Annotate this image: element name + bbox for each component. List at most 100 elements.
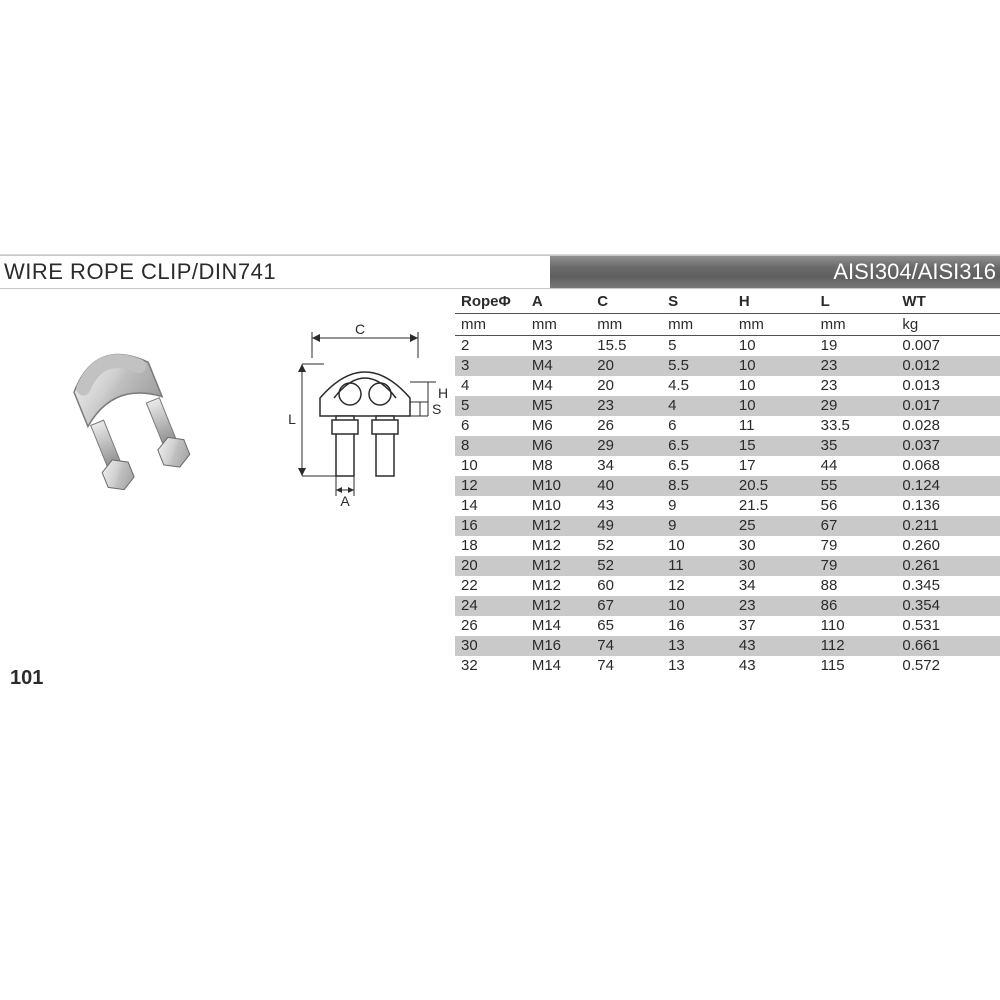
table-cell: 0.345 <box>896 576 1000 596</box>
table-row: 3M4205.510230.012 <box>455 356 1000 376</box>
unit-c: mm <box>591 313 662 335</box>
table-cell: 35 <box>815 436 897 456</box>
title-left: WIRE ROPE CLIP/DIN741 <box>0 256 550 288</box>
table-row: 18M12521030790.260 <box>455 536 1000 556</box>
table-cell: 5.5 <box>662 356 733 376</box>
table-cell: 33.5 <box>815 416 897 436</box>
table-cell: 10 <box>733 335 815 356</box>
table-cell: M10 <box>526 476 591 496</box>
table-row: 10M8346.517440.068 <box>455 456 1000 476</box>
clip-illustration-icon <box>28 319 228 519</box>
table-cell: 112 <box>815 636 897 656</box>
table-row: 6M62661133.50.028 <box>455 416 1000 436</box>
table-cell: 29 <box>591 436 662 456</box>
unit-s: mm <box>662 313 733 335</box>
table-row: 24M12671023860.354 <box>455 596 1000 616</box>
table-cell: 40 <box>591 476 662 496</box>
table-cell: 56 <box>815 496 897 516</box>
table-row: 4M4204.510230.013 <box>455 376 1000 396</box>
table-cell: 4 <box>662 396 733 416</box>
table-cell: 10 <box>662 536 733 556</box>
table-cell: 74 <box>591 636 662 656</box>
dim-s-label: S <box>432 401 441 417</box>
table-cell: 0.136 <box>896 496 1000 516</box>
table-cell: 18 <box>455 536 526 556</box>
table-cell: 9 <box>662 496 733 516</box>
table-cell: M8 <box>526 456 591 476</box>
table-cell: 29 <box>815 396 897 416</box>
table-cell: 0.013 <box>896 376 1000 396</box>
product-photo <box>28 319 228 519</box>
table-cell: 24 <box>455 596 526 616</box>
table-cell: 74 <box>591 656 662 676</box>
product-code: 101 <box>0 549 455 690</box>
table-row: 26M146516371100.531 <box>455 616 1000 636</box>
table-row: 2M315.5510190.007 <box>455 335 1000 356</box>
table-cell: M4 <box>526 376 591 396</box>
table-cell: 79 <box>815 536 897 556</box>
table-row: 30M167413431120.661 <box>455 636 1000 656</box>
table-cell: 0.260 <box>896 536 1000 556</box>
table-cell: 110 <box>815 616 897 636</box>
table-cell: 0.017 <box>896 396 1000 416</box>
table-cell: 0.261 <box>896 556 1000 576</box>
table-cell: M12 <box>526 596 591 616</box>
table-cell: M6 <box>526 436 591 456</box>
table-cell: 25 <box>733 516 815 536</box>
table-cell: 52 <box>591 556 662 576</box>
table-cell: 30 <box>733 536 815 556</box>
table-cell: 37 <box>733 616 815 636</box>
table-cell: 20 <box>591 376 662 396</box>
unit-wt: kg <box>896 313 1000 335</box>
table-cell: 12 <box>455 476 526 496</box>
table-header-row: RopeΦ A C S H L WT <box>455 291 1000 313</box>
table-cell: 14 <box>455 496 526 516</box>
table-cell: 23 <box>733 596 815 616</box>
table-cell: 115 <box>815 656 897 676</box>
table-cell: 21.5 <box>733 496 815 516</box>
col-header-c: C <box>591 291 662 313</box>
table-cell: 0.124 <box>896 476 1000 496</box>
table-cell: 6.5 <box>662 456 733 476</box>
table-cell: 10 <box>455 456 526 476</box>
table-cell: 15 <box>733 436 815 456</box>
table-cell: 26 <box>591 416 662 436</box>
dim-a-label: A <box>340 493 350 509</box>
table-cell: 23 <box>591 396 662 416</box>
content-area: 101 C <box>0 289 1000 719</box>
table-row: 32M147413431150.572 <box>455 656 1000 676</box>
table-cell: 16 <box>662 616 733 636</box>
table-cell: 11 <box>733 416 815 436</box>
table-cell: M14 <box>526 616 591 636</box>
table-cell: 19 <box>815 335 897 356</box>
table-cell: 8.5 <box>662 476 733 496</box>
table-cell: 67 <box>815 516 897 536</box>
table-cell: M14 <box>526 656 591 676</box>
unit-rope: mm <box>455 313 526 335</box>
table-cell: 11 <box>662 556 733 576</box>
table-row: 12M10408.520.5550.124 <box>455 476 1000 496</box>
table-cell: 0.354 <box>896 596 1000 616</box>
table-row: 14M1043921.5560.136 <box>455 496 1000 516</box>
table-row: 8M6296.515350.037 <box>455 436 1000 456</box>
table-cell: 88 <box>815 576 897 596</box>
right-column: RopeΦ A C S H L WT mm mm mm mm mm <box>455 289 1000 719</box>
table-cell: 9 <box>662 516 733 536</box>
table-cell: 17 <box>733 456 815 476</box>
table-cell: M16 <box>526 636 591 656</box>
table-cell: 16 <box>455 516 526 536</box>
table-cell: 52 <box>591 536 662 556</box>
table-row: 5M523410290.017 <box>455 396 1000 416</box>
table-row: 16M1249925670.211 <box>455 516 1000 536</box>
table-cell: 86 <box>815 596 897 616</box>
table-cell: 5 <box>662 335 733 356</box>
table-cell: 49 <box>591 516 662 536</box>
unit-l: mm <box>815 313 897 335</box>
table-cell: 55 <box>815 476 897 496</box>
table-cell: 43 <box>591 496 662 516</box>
table-cell: 44 <box>815 456 897 476</box>
table-cell: 65 <box>591 616 662 636</box>
table-cell: 67 <box>591 596 662 616</box>
spec-table: RopeΦ A C S H L WT mm mm mm mm mm <box>455 291 1000 676</box>
table-cell: 32 <box>455 656 526 676</box>
